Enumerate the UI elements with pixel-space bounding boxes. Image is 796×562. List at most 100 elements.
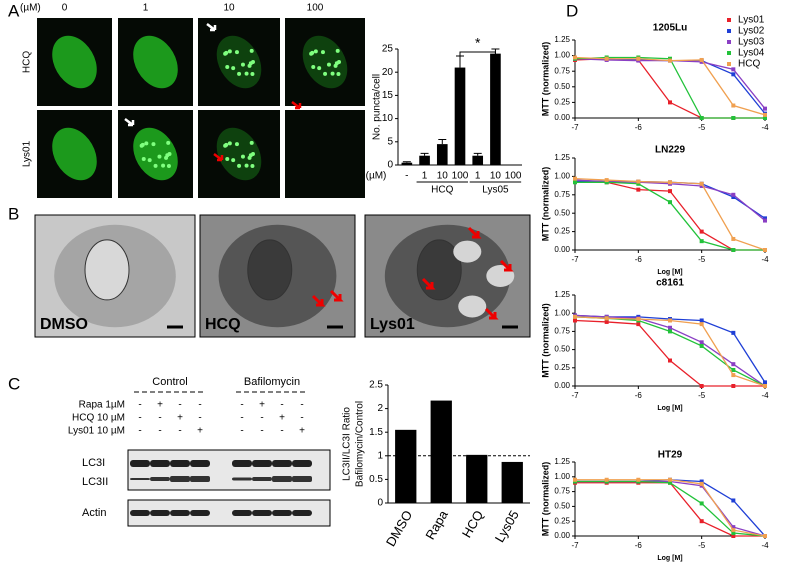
- puncta: [313, 49, 318, 54]
- arrow: [213, 153, 224, 162]
- data-point: [699, 322, 704, 327]
- y-tick-label: 0.00: [554, 245, 570, 254]
- y-tick-label: 25: [382, 44, 394, 55]
- puncta: [323, 71, 328, 76]
- data-point: [763, 112, 767, 117]
- x-tick-label: 1: [422, 171, 428, 182]
- data-point: [573, 318, 577, 323]
- sign: +: [197, 426, 203, 437]
- sign: -: [260, 413, 263, 424]
- puncta: [161, 163, 166, 168]
- x-tick-label: -5: [698, 255, 706, 264]
- cell: [133, 127, 178, 181]
- data-point: [731, 525, 736, 530]
- x-tick-label: -4: [761, 391, 769, 400]
- band: [150, 460, 170, 467]
- y-tick-label: 20: [382, 67, 394, 78]
- data-point: [731, 67, 736, 72]
- data-point: [699, 318, 704, 323]
- puncta: [249, 140, 254, 145]
- nucleus: [247, 239, 293, 301]
- y-tick-label: 1.5: [369, 427, 383, 438]
- concentration: 1: [143, 3, 149, 14]
- data-point: [636, 317, 641, 322]
- sign: -: [178, 426, 181, 437]
- sign: -: [240, 426, 243, 437]
- x-axis-label: Log [M]: [657, 405, 682, 412]
- data-point: [668, 329, 672, 334]
- y-tick-label: 0.75: [554, 487, 570, 496]
- panel-label: B: [8, 204, 19, 223]
- puncta: [157, 154, 162, 159]
- x-tick-label: Lys05: [492, 508, 522, 545]
- sign: -: [240, 413, 243, 424]
- micrograph: [285, 110, 365, 198]
- chart-title: LN229: [655, 145, 685, 156]
- group-label: Bafilomycin: [244, 376, 300, 388]
- y-tick-label: 0.75: [554, 66, 570, 75]
- puncta: [240, 62, 245, 67]
- arrow: [421, 277, 436, 290]
- x-tick-label: HCQ: [459, 508, 486, 541]
- x-tick-label: -7: [571, 255, 579, 264]
- y-tick-label: 10: [382, 113, 394, 124]
- bar: [436, 144, 448, 165]
- data-point: [699, 479, 704, 484]
- unit-label: (µM): [20, 3, 41, 14]
- data-point: [699, 57, 704, 62]
- y-tick-label: 0.00: [554, 531, 570, 540]
- x-tick-label: 10: [437, 171, 449, 182]
- band: [170, 510, 190, 516]
- cell: [133, 35, 178, 89]
- x-tick-label: -6: [635, 123, 643, 132]
- y-tick-label: 0.75: [554, 190, 570, 199]
- data-point: [636, 322, 641, 327]
- data-point: [731, 195, 736, 200]
- data-point: [699, 501, 704, 506]
- x-axis-label: Log [M]: [657, 555, 682, 562]
- y-tick-label: 0.25: [554, 98, 570, 107]
- nucleus: [84, 239, 130, 301]
- bar: [401, 162, 413, 165]
- puncta: [334, 61, 339, 66]
- y-tick-label: 1.00: [554, 472, 570, 481]
- y-tick-label: 0.50: [554, 502, 570, 511]
- puncta: [153, 163, 158, 168]
- vacuole: [453, 240, 482, 263]
- legend-label: Lys04: [738, 48, 765, 59]
- legend-label: Lys02: [738, 26, 765, 37]
- sign: -: [280, 400, 283, 411]
- puncta: [165, 153, 170, 158]
- x-tick-label: -7: [571, 123, 579, 132]
- sign: -: [300, 413, 303, 424]
- significance: *: [475, 35, 481, 51]
- data-point: [731, 367, 736, 372]
- image-label: HCQ: [205, 316, 241, 333]
- sign: -: [198, 400, 201, 411]
- data-point: [668, 477, 672, 482]
- data-point: [573, 477, 577, 482]
- data-point: [699, 239, 704, 244]
- row-label: Lys01: [22, 140, 33, 167]
- puncta: [140, 142, 145, 147]
- data-point: [731, 531, 736, 536]
- band: [292, 460, 312, 467]
- y-tick-label: 0.00: [554, 113, 570, 122]
- data-point: [636, 187, 641, 192]
- puncta: [248, 153, 253, 158]
- data-point: [731, 330, 736, 335]
- band: [232, 510, 252, 516]
- puncta: [231, 158, 236, 163]
- x-axis-label: Log [M]: [657, 269, 682, 276]
- x-tick-label: -6: [635, 255, 643, 264]
- y-tick-label: 1.25: [554, 153, 570, 162]
- panel-label: C: [8, 374, 20, 393]
- arrow: [291, 101, 302, 110]
- micrograph: [198, 18, 280, 106]
- sign: -: [138, 413, 141, 424]
- y-tick-label: 0.75: [554, 327, 570, 336]
- data-point: [763, 216, 767, 221]
- y-tick-label: 1.25: [554, 290, 570, 299]
- data-point: [731, 236, 736, 241]
